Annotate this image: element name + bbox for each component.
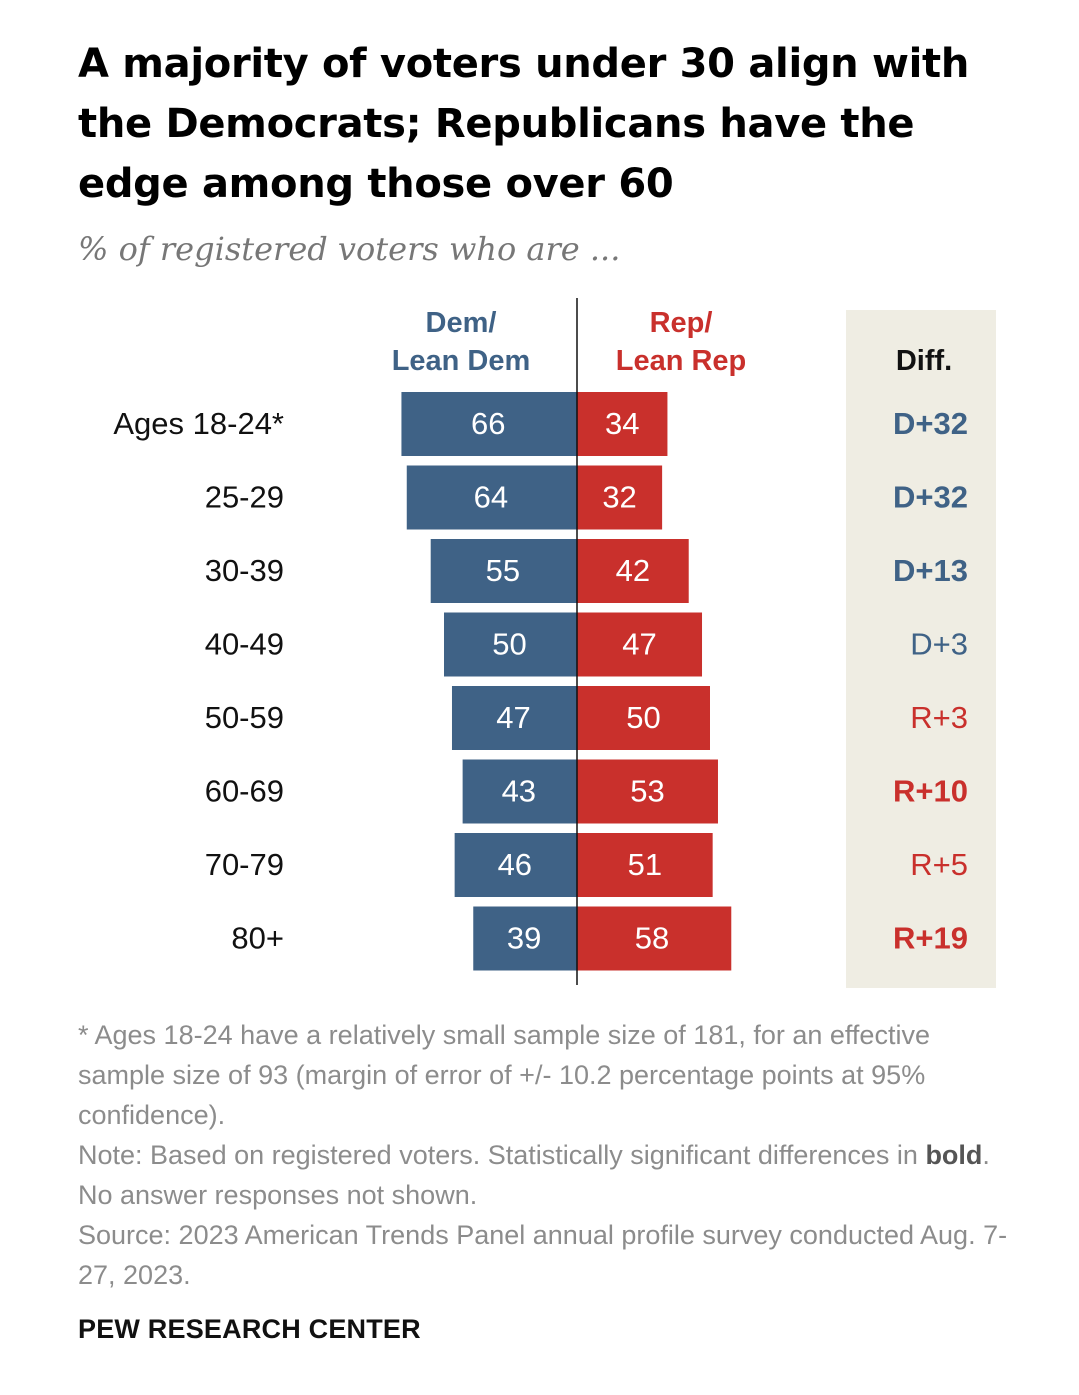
dem-bar bbox=[401, 392, 577, 456]
rep-header-line: Rep/ bbox=[650, 307, 713, 339]
dem-bar bbox=[430, 539, 577, 603]
rep-bar bbox=[577, 539, 689, 603]
dem-value-label: 39 bbox=[507, 921, 541, 956]
dem-bar bbox=[473, 906, 577, 971]
rep-bar bbox=[577, 906, 732, 971]
diff-panel bbox=[846, 310, 996, 988]
rep-value-label: 32 bbox=[602, 480, 636, 515]
rep-value-label: 42 bbox=[616, 553, 650, 588]
dem-value-label: 66 bbox=[471, 406, 505, 441]
dem-header-line: Dem/ bbox=[426, 307, 497, 339]
diff-value: R+19 bbox=[893, 921, 968, 956]
org-name: PEW RESEARCH CENTER bbox=[78, 1314, 421, 1344]
dem-value-label: 47 bbox=[496, 700, 530, 735]
category-label: 80+ bbox=[231, 921, 284, 956]
rep-bar bbox=[577, 759, 718, 824]
dem-value-label: 50 bbox=[492, 627, 526, 662]
category-label: 40-49 bbox=[205, 627, 284, 662]
dem-header-line: Lean Dem bbox=[392, 345, 531, 377]
rep-bar bbox=[577, 465, 663, 530]
dem-bar bbox=[444, 612, 577, 677]
rep-bar bbox=[577, 612, 703, 677]
dem-bar bbox=[406, 465, 577, 530]
diff-value: R+3 bbox=[910, 700, 968, 735]
dem-value-label: 43 bbox=[502, 774, 536, 809]
category-label: 60-69 bbox=[205, 774, 284, 809]
rep-value-label: 58 bbox=[635, 921, 669, 956]
rep-header-line: Lean Rep bbox=[616, 345, 747, 377]
dem-bar bbox=[454, 833, 577, 897]
note-text-2: . No answer responses not shown. bbox=[78, 1140, 990, 1210]
chart-title: A majority of voters under 30 align with… bbox=[78, 41, 970, 207]
note-text-1: Note: Based on registered voters. Statis… bbox=[78, 1140, 926, 1170]
rep-value-label: 51 bbox=[628, 847, 662, 882]
diff-value: R+5 bbox=[910, 847, 968, 882]
dem-value-label: 64 bbox=[474, 480, 508, 515]
diff-value: D+32 bbox=[893, 406, 968, 441]
dem-bar bbox=[462, 759, 577, 824]
dem-value-label: 46 bbox=[498, 847, 532, 882]
rep-value-label: 34 bbox=[605, 406, 639, 441]
rep-value-label: 47 bbox=[622, 627, 656, 662]
diff-value: D+3 bbox=[910, 627, 968, 662]
category-label: 70-79 bbox=[205, 847, 284, 882]
category-label: Ages 18-24* bbox=[113, 406, 284, 441]
rep-bar bbox=[577, 833, 713, 897]
note-bold: bold bbox=[925, 1140, 983, 1170]
rep-value-label: 50 bbox=[626, 700, 660, 735]
diff-header: Diff. bbox=[896, 345, 952, 377]
diff-value: R+10 bbox=[893, 774, 968, 809]
rep-bar bbox=[577, 392, 668, 456]
chart-subtitle: % of registered voters who are ... bbox=[78, 230, 621, 268]
source: Source: 2023 American Trends Panel annua… bbox=[78, 1220, 1008, 1290]
footnote: * Ages 18-24 have a relatively small sam… bbox=[78, 1020, 930, 1130]
category-label: 25-29 bbox=[205, 480, 284, 515]
rep-bar bbox=[577, 686, 710, 750]
dem-value-label: 55 bbox=[486, 553, 520, 588]
notes-block: * Ages 18-24 have a relatively small sam… bbox=[78, 1015, 1008, 1295]
rep-value-label: 53 bbox=[630, 774, 664, 809]
diverging-bar-chart: Dem/Lean Dem Rep/Lean Rep Diff. Ages 18-24*… bbox=[113, 298, 996, 988]
category-label: 50-59 bbox=[205, 700, 284, 735]
note: Note: Based on registered voters. Statis… bbox=[78, 1135, 1008, 1215]
dem-bar bbox=[451, 686, 577, 750]
diff-value: D+32 bbox=[893, 480, 968, 515]
diff-value: D+13 bbox=[893, 553, 968, 588]
category-label: 30-39 bbox=[205, 553, 284, 588]
